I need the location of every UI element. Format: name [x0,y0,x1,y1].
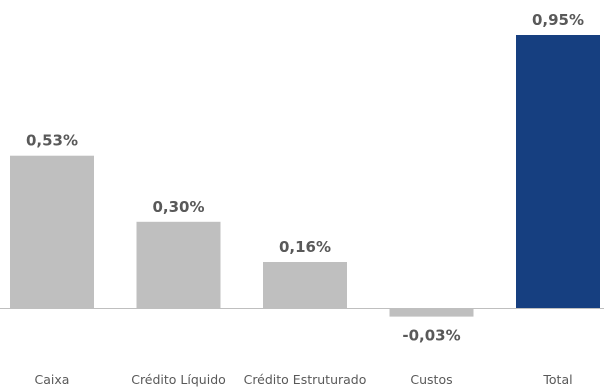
data-label: 0,16% [279,238,331,256]
category-labels-group: Caixa Crédito Líquido Crédito Estruturado C… [35,372,573,387]
bar-credito-liquido [136,221,221,308]
data-label: 0,30% [152,198,204,216]
bars-group [10,35,600,317]
bar-custos [389,308,474,317]
category-label: Crédito Estruturado [244,372,367,387]
category-label: Crédito Líquido [131,372,226,387]
data-label: 0,95% [532,11,584,29]
bar-credito-estruturado [263,262,347,308]
category-label: Caixa [35,372,70,387]
data-label: -0,03% [402,327,460,345]
category-label: Custos [410,372,452,387]
bar-total [516,35,600,308]
bar-caixa [10,155,94,308]
data-labels-group: 0,53% 0,30% 0,16% -0,03% 0,95% [26,11,584,345]
data-label: 0,53% [26,132,78,150]
category-label: Total [542,372,572,387]
